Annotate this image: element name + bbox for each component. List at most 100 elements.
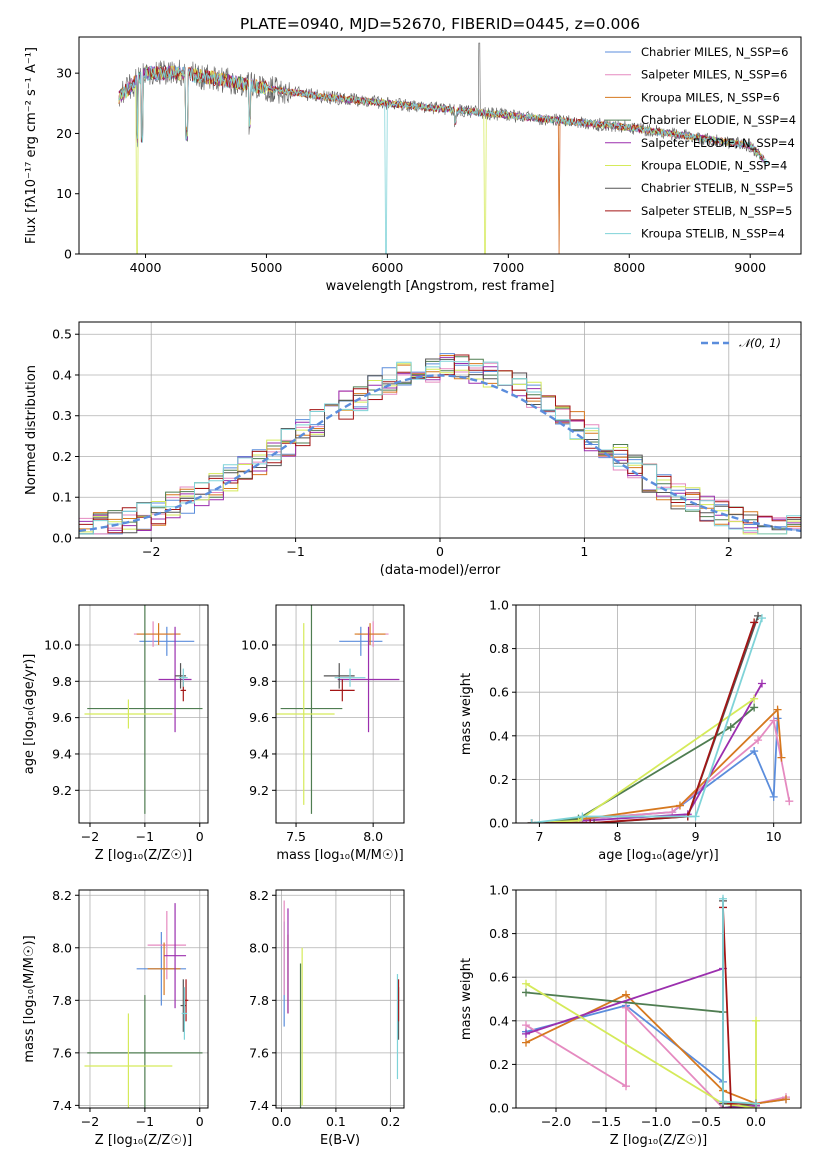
residual-histogram: [79, 353, 801, 535]
plot-area: [84, 605, 203, 814]
x-tick-label: 0: [196, 1114, 204, 1129]
axes: −2 −1 0 9.2 9.4 9.6 9.8 10.0 Z [log₁₀(Z/Z☉)] age …: [22, 604, 209, 863]
axes-frame: [78, 604, 209, 824]
x-tick-label: −1: [136, 829, 154, 844]
errorbar-point: [175, 663, 187, 689]
plus-marker: [750, 618, 759, 627]
x-axis-label: Z [log₁₀(Z/Z☉)]: [610, 1133, 707, 1148]
plus-marker: [574, 816, 583, 823]
y-tick-label: 0.5: [52, 327, 72, 342]
axes: 7 8 9 10 0.0 0.2 0.4 0.6 0.8 1.0 age [log₁₀(age/yr…: [459, 598, 802, 863]
x-tick-label: −1.0: [641, 1114, 671, 1129]
axes: 7.5 8.0 9.2 9.4 9.6 9.8 10.0 mass [log₁₀(M/M☉)]: [241, 604, 405, 863]
y-tick-label: 1.0: [489, 883, 509, 898]
grid-lines: [276, 890, 404, 1108]
plus-marker: [777, 753, 786, 762]
legend-label: Kroupa MILES, N_SSP=6: [641, 90, 780, 104]
errorbar-point: [87, 995, 203, 1108]
plot-area: [84, 903, 203, 1108]
y-tick-label: 9.4: [249, 746, 269, 761]
y-tick-label: 0.2: [52, 449, 72, 464]
plus-marker: [590, 819, 599, 823]
axes-frame: [275, 604, 405, 824]
y-tick-label: 8.2: [52, 888, 72, 903]
errorbar-point: [334, 668, 366, 687]
errorbar-point: [329, 679, 355, 702]
errorbar-point: [158, 626, 192, 733]
plus-marker: [719, 1097, 727, 1106]
legend-label: 𝒩(0, 1): [739, 336, 781, 350]
x-tick-label: −1: [136, 1114, 154, 1129]
plus-marker: [719, 894, 727, 903]
plus-marker: [727, 1099, 735, 1108]
errorbar-point: [87, 605, 203, 814]
plus-marker: [785, 797, 794, 806]
residual-histogram: [79, 356, 801, 531]
x-tick-label: 6000: [371, 260, 403, 275]
y-tick-label: 0.8: [489, 641, 509, 656]
errorbar-point: [147, 911, 187, 980]
x-tick-label: 2: [725, 544, 733, 559]
x-axis-label: Z [log₁₀(Z/Z☉)]: [95, 848, 192, 863]
y-tick-label: 7.6: [52, 1045, 72, 1060]
x-tick-label: 0.0: [746, 1114, 766, 1129]
errorbar-point: [181, 987, 188, 1040]
errorbar-point: [339, 626, 383, 656]
x-tick-label: 10: [766, 829, 782, 844]
y-tick-label: 7.8: [249, 993, 269, 1008]
chart-age-vs-z: −2 −1 0 9.2 9.4 9.6 9.8 10.0 Z [log₁₀(Z/Z☉)] age …: [22, 604, 209, 863]
plus-marker: [522, 979, 530, 988]
chart-spectrum: 4000 5000 6000 7000 8000 9000 0 10 20 30 wavelengt…: [24, 36, 802, 294]
x-tick-label: 7.5: [286, 829, 306, 844]
errorbar-point: [84, 699, 173, 729]
x-axis-label: mass [log₁₀(M/M☉)]: [276, 848, 403, 863]
y-tick-label: 0.2: [489, 1057, 509, 1072]
y-tick-label: 1.0: [489, 598, 509, 613]
y-axis-label: Flux [fλ10⁻¹⁷ erg cm⁻² s⁻¹ A⁻¹]: [24, 47, 39, 244]
plus-marker: [578, 812, 587, 821]
axes: −2 −1 0 7.4 7.6 7.8 8.0 8.2 Z [log₁₀(Z/Z☉)] mass …: [22, 888, 209, 1148]
errorbar-point: [139, 626, 195, 656]
y-axis-label: mass weight: [459, 673, 474, 755]
y-tick-label: 10.0: [241, 637, 269, 652]
plus-marker: [750, 694, 759, 703]
legend-label: Salpeter MILES, N_SSP=6: [641, 68, 787, 82]
y-tick-label: 9.8: [52, 674, 72, 689]
x-tick-label: 9: [692, 829, 700, 844]
y-tick-label: 0.1: [52, 490, 72, 505]
plus-marker: [622, 1003, 630, 1012]
plot-area: [79, 353, 801, 535]
plus-marker: [752, 1099, 760, 1108]
weight-series-line: [531, 617, 763, 823]
chart-residuals: −2 −1 0 1 2 0.0 0.1 0.2 0.3 0.4 0.5 (data-model)/er…: [24, 321, 802, 578]
y-tick-label: 9.4: [52, 746, 72, 761]
y-tick-label: 7.4: [249, 1098, 269, 1113]
spectrum-series-line: [118, 65, 769, 254]
errorbar-point: [180, 979, 187, 1032]
chart-mass-vs-ebv: 0.0 0.1 0.2 7.4 7.6 7.8 8.0 8.2 E(B-V): [249, 888, 405, 1148]
x-tick-label: 4000: [130, 260, 162, 275]
y-axis-label: Normed distribution: [24, 365, 39, 495]
plus-marker: [757, 614, 766, 623]
y-tick-label: 0.4: [489, 728, 509, 743]
plus-marker: [527, 819, 536, 823]
weight-series-line: [531, 622, 756, 823]
plus-marker: [522, 1038, 530, 1047]
plus-marker: [752, 1016, 760, 1025]
x-axis-label: E(B-V): [320, 1133, 360, 1148]
y-tick-label: 0.6: [489, 970, 509, 985]
x-tick-label: −2: [142, 544, 160, 559]
plus-marker: [691, 812, 700, 821]
plot-area: [522, 894, 790, 1108]
axes: 0.0 0.1 0.2 7.4 7.6 7.8 8.0 8.2 E(B-V): [249, 888, 405, 1148]
plot-area: [283, 900, 400, 1108]
y-tick-label: 7.4: [52, 1098, 72, 1113]
y-tick-label: 9.6: [249, 710, 269, 725]
y-axis-label: mass weight: [459, 958, 474, 1040]
y-tick-label: 0.0: [489, 1101, 509, 1116]
plus-marker: [726, 723, 735, 732]
y-tick-label: 0.0: [52, 531, 72, 546]
axes-frame: [515, 604, 802, 824]
residual-histogram: [79, 363, 801, 535]
